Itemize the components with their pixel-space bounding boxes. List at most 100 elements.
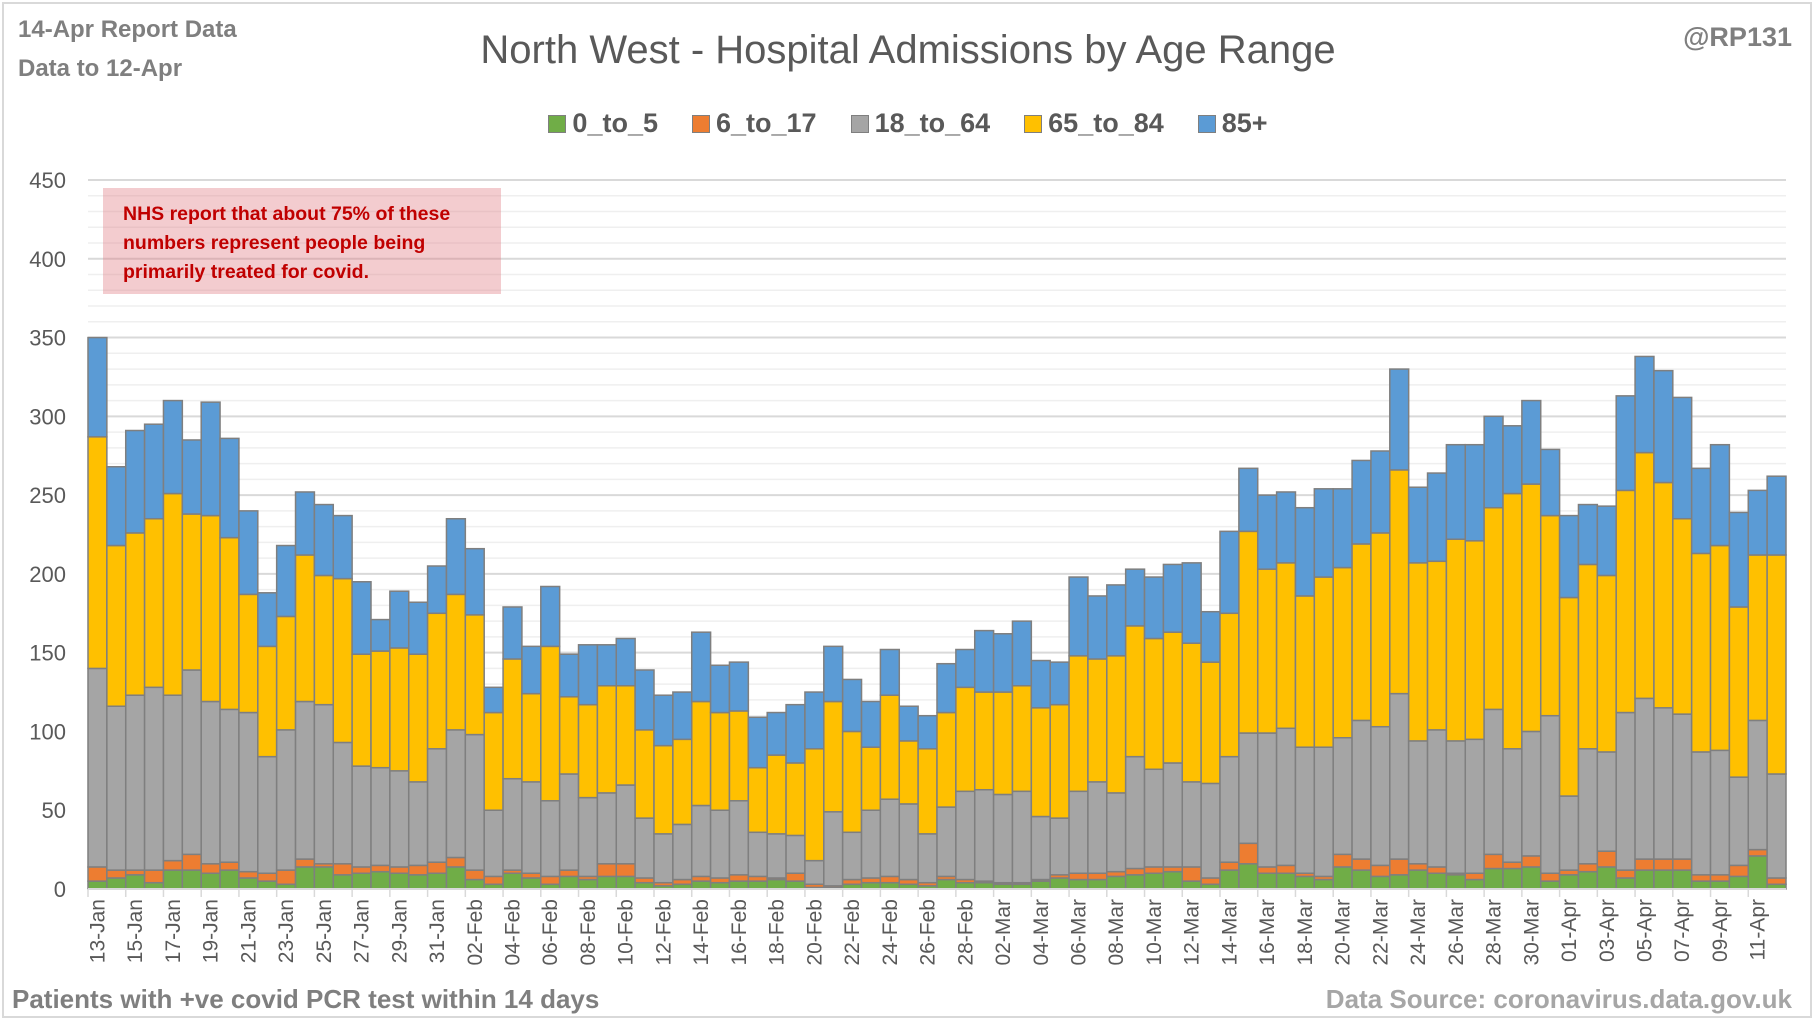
bar-segment-65-to-84 [785,762,806,837]
y-tick-label: 450 [29,168,66,193]
bar-segment-85plus [1728,511,1750,608]
bar-segment-18-to-64 [747,831,768,878]
bar-segment-0-to-5 [1332,866,1353,890]
x-tick-label: 03-Apr [1596,899,1619,962]
bar-segment-18-to-64 [407,781,429,867]
bar-segment-6-to-17 [162,859,184,871]
bar-segment-65-to-84 [502,658,523,780]
bar-segment-85plus [596,644,618,687]
legend-swatch [1024,114,1043,133]
bar-segment-6-to-17 [540,875,561,886]
bar-segment-85plus [1162,563,1184,633]
bar-segment-18-to-64 [558,773,580,871]
bar-segment-85plus [841,678,863,733]
bar-segment-85plus [1407,486,1429,564]
bar-segment-65-to-84 [1615,489,1636,714]
bar-segment-65-to-84 [1766,554,1787,775]
bar-segment-85plus [917,714,938,750]
y-tick-label: 0 [54,877,66,902]
bar-segment-85plus [238,510,259,596]
bar-segment-65-to-84 [1558,596,1580,797]
bar-segment-18-to-64 [973,788,995,882]
bar-segment-18-to-64 [106,705,127,871]
bar-segment-6-to-17 [1143,866,1165,874]
bar-segment-18-to-64 [87,667,108,868]
bar-segment-85plus [1539,448,1561,517]
bar-segment-6-to-17 [1219,861,1240,871]
bar-segment-18-to-64 [1709,749,1731,876]
bar-segment-65-to-84 [596,685,618,794]
bar-segment-6-to-17 [1200,877,1221,886]
bar-segment-65-to-84 [464,614,485,736]
bar-segment-18-to-64 [483,809,504,878]
bar-segment-85plus [1747,489,1768,556]
bar-segment-65-to-84 [181,513,202,671]
bar-segment-6-to-17 [1238,842,1259,865]
legend-label: 85+ [1221,108,1268,138]
y-tick-label: 150 [29,641,66,666]
bar-segment-18-to-64 [351,765,372,868]
bar-segment-6-to-17 [1124,867,1146,876]
bar-segment-0-to-5 [1558,874,1580,890]
bar-segment-85plus [1275,491,1297,564]
bar-segment-85plus [294,491,316,556]
bar-segment-0-to-5 [1143,872,1165,890]
bar-segment-85plus [1709,443,1731,547]
bar-segment-6-to-17 [106,869,127,879]
bar-segment-0-to-5 [162,869,184,890]
y-tick-label: 300 [29,404,66,429]
bar-segment-85plus [1124,568,1146,627]
bar-segment-0-to-5 [1445,874,1467,890]
bar-segment-18-to-64 [1087,781,1108,874]
bar-segment-6-to-17 [389,866,410,874]
bar-segment-85plus [973,629,995,693]
data-source: Data Source: coronavirus.data.gov.uk [1325,984,1792,1014]
bar-segment-0-to-5 [1596,866,1617,890]
x-tick-label: 22-Feb [841,899,864,966]
bar-segment-85plus [558,653,580,698]
bar-segment-0-to-5 [766,878,787,890]
bar-segment-65-to-84 [445,593,467,731]
bar-segment-6-to-17 [1068,872,1089,881]
bar-segment-0-to-5 [1162,870,1184,890]
chart-legend: 0_to_5 6_to_17 18_to_64 65_to_84 85+ [0,108,1816,139]
bar-segment-18-to-64 [728,800,750,876]
bar-segment-0-to-5 [690,880,712,890]
bar-segment-18-to-64 [1389,692,1410,860]
bar-segment-65-to-84 [162,492,184,696]
bar-segment-65-to-84 [275,615,297,731]
bar-segment-85plus [1143,576,1165,640]
bar-segment-85plus [275,544,297,618]
bar-segment-85plus [1690,467,1712,555]
bar-segment-6-to-17 [294,858,316,868]
bar-segment-65-to-84 [370,650,391,769]
bar-segment-18-to-64 [332,741,353,865]
bar-segment-85plus [1256,494,1278,570]
x-tick-label: 21-Jan [237,899,260,963]
bar-segment-6-to-17 [1256,866,1278,874]
bar-segment-6-to-17 [143,869,165,884]
bar-segment-0-to-5 [1521,866,1542,890]
bar-segment-85plus [351,581,372,655]
bar-segment-6-to-17 [1351,858,1372,871]
bar-segment-85plus [898,705,919,742]
x-tick-label: 14-Feb [690,899,713,966]
annotation-line: primarily treated for covid. [123,261,369,283]
bar-segment-0-to-5 [1124,874,1146,890]
bar-segment-85plus [690,631,712,703]
bar-segment-0-to-5 [1294,875,1316,890]
x-tick-label: 18-Feb [766,899,789,966]
bar-segment-0-to-5 [1068,878,1089,890]
x-tick-label: 19-Jan [200,899,223,963]
x-tick-label: 11-Apr [1747,899,1770,960]
bar-segment-6-to-17 [445,856,467,868]
bar-segment-65-to-84 [521,692,542,783]
bar-segment-65-to-84 [1653,481,1674,709]
bar-segment-18-to-64 [1106,792,1127,873]
bar-segment-0-to-5 [1539,880,1561,890]
bar-segment-85plus [181,439,202,515]
y-tick-label: 250 [29,483,66,508]
bar-segment-18-to-64 [162,694,184,862]
bar-segment-6-to-17 [1407,863,1429,871]
